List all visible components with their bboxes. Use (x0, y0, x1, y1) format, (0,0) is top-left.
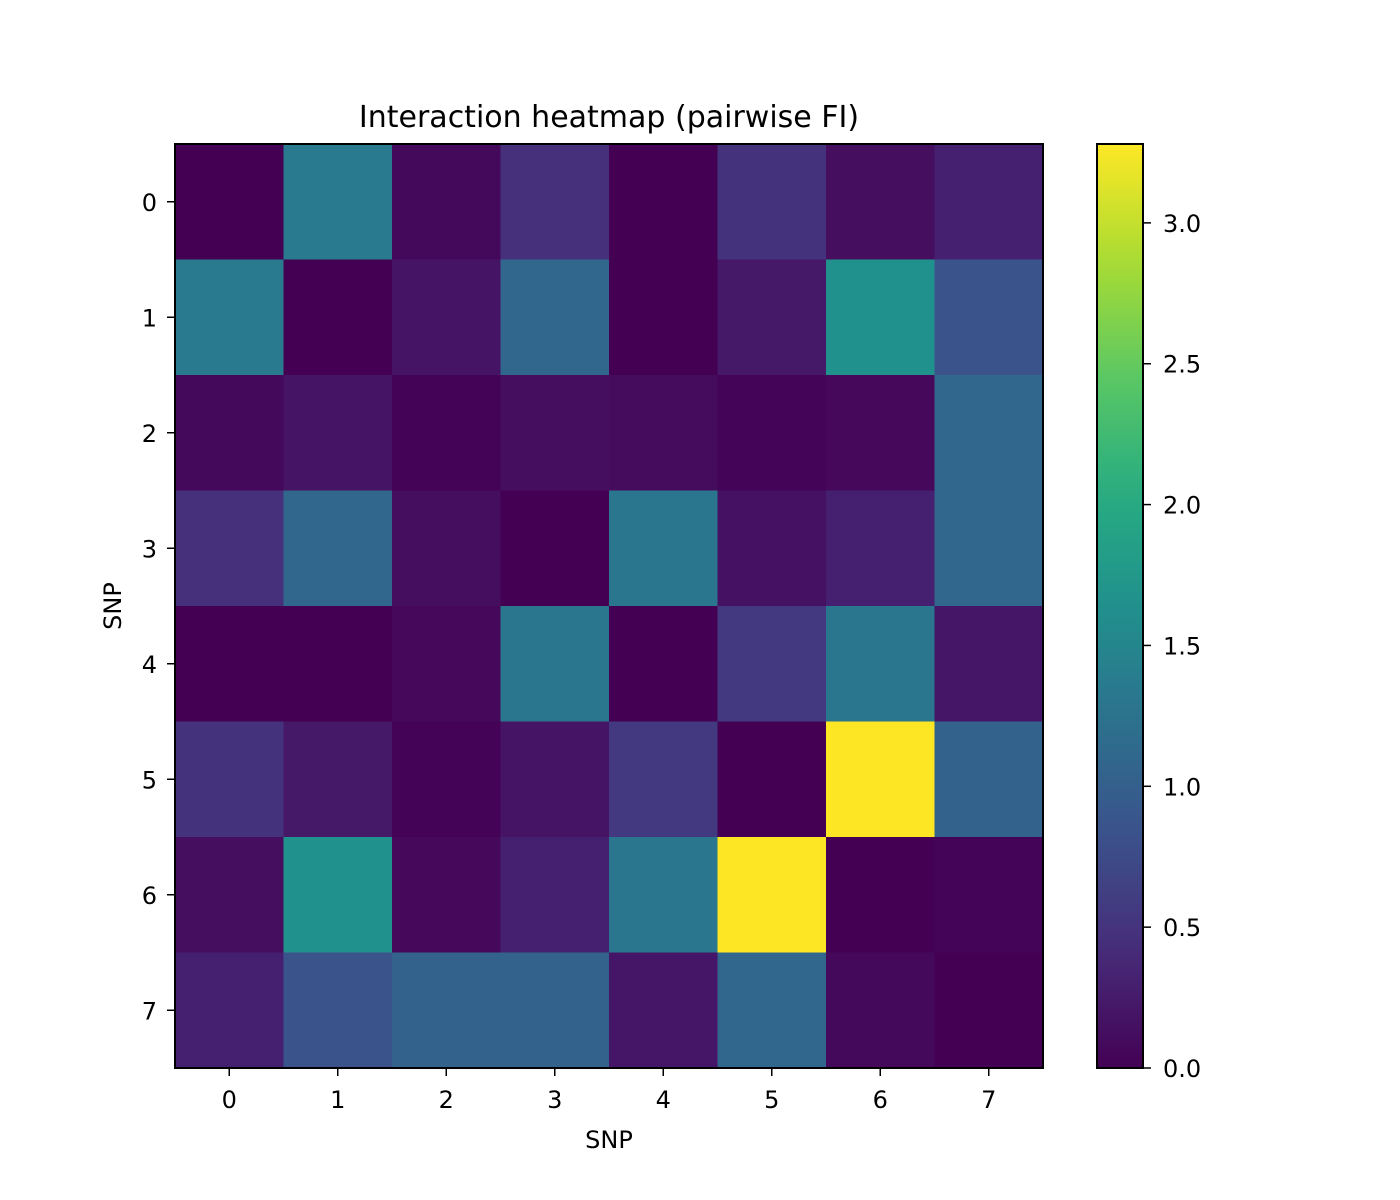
colorbar-tick-label: 3.0 (1163, 210, 1201, 238)
y-tick-label: 5 (142, 766, 157, 794)
heatmap-cell (717, 375, 827, 491)
heatmap-cell (392, 375, 501, 491)
heatmap-cell (283, 144, 393, 260)
heatmap-cell (392, 721, 501, 838)
heatmap-cell (283, 259, 393, 376)
heatmap-cell (500, 259, 610, 376)
heatmap-cell (175, 606, 284, 722)
heatmap-cell (392, 952, 501, 1069)
heatmap-cell (500, 837, 610, 953)
heatmap-cell (283, 721, 393, 838)
y-tick-label: 4 (142, 651, 157, 679)
heatmap-cell (826, 721, 935, 838)
heatmap-cell (609, 952, 718, 1069)
heatmap-cell (826, 259, 935, 376)
heatmap-cell (392, 490, 501, 607)
heatmap-cell (175, 375, 284, 491)
heatmap-cell (934, 952, 1044, 1069)
colorbar-tick-label: 2.0 (1163, 492, 1201, 520)
heatmap-cell (609, 606, 718, 722)
colorbar-tick-label: 2.5 (1163, 351, 1201, 379)
heatmap-cell (826, 490, 935, 607)
heatmap-cell (934, 490, 1044, 607)
y-axis-ticks: 0 1 2 3 4 5 6 7 (142, 189, 175, 1025)
heatmap-cell (609, 375, 718, 491)
x-tick-label: 5 (764, 1086, 779, 1114)
heatmap-cell (826, 606, 935, 722)
colorbar-tick-label: 0.5 (1163, 914, 1201, 942)
colorbar-frame (1096, 143, 1144, 1069)
heatmap-cell (717, 259, 827, 376)
x-tick-label: 2 (439, 1086, 454, 1114)
heatmap-cell (283, 952, 393, 1069)
x-axis-ticks: 0 1 2 3 4 5 6 7 (222, 1068, 996, 1114)
heatmap-cell (175, 259, 284, 376)
heatmap-cell (500, 721, 610, 838)
heatmap-cell (500, 606, 610, 722)
heatmap-cell (500, 375, 610, 491)
chart-title: Interaction heatmap (pairwise FI) (359, 100, 859, 135)
heatmap-cell (175, 490, 284, 607)
x-tick-label: 7 (981, 1086, 996, 1114)
heatmap-cell (392, 259, 501, 376)
heatmap-cell (934, 144, 1044, 260)
heatmap-cell (283, 375, 393, 491)
heatmap-cell (717, 721, 827, 838)
heatmap-cell (283, 606, 393, 722)
colorbar-tick-label: 1.5 (1163, 632, 1201, 660)
x-tick-label: 0 (222, 1086, 237, 1114)
y-tick-label: 3 (142, 535, 157, 563)
heatmap-cell (717, 144, 827, 260)
heatmap-cell (609, 490, 718, 607)
colorbar-tick-label: 0.0 (1163, 1055, 1201, 1083)
heatmap-cell (826, 952, 935, 1069)
heatmap-cell (609, 837, 718, 953)
heatmap-cell (283, 490, 393, 607)
y-tick-label: 2 (142, 420, 157, 448)
heatmap-cell (500, 490, 610, 607)
y-axis-label: SNP (99, 582, 127, 630)
heatmap-cell (175, 721, 284, 838)
colorbar-ticks: 0.0 0.5 1.0 1.5 2.0 2.5 3.0 (1143, 210, 1201, 1083)
heatmap-cell (717, 952, 827, 1069)
heatmap-cell (934, 837, 1044, 953)
y-tick-label: 1 (142, 304, 157, 332)
heatmap-cell (500, 144, 610, 260)
heatmap-cell (826, 375, 935, 491)
heatmap-cell (609, 259, 718, 376)
heatmap-cells (175, 144, 1044, 1069)
plot-frame (174, 143, 1044, 1069)
heatmap-cell (826, 144, 935, 260)
colorbar-tick-label: 1.0 (1163, 773, 1201, 801)
x-tick-label: 3 (547, 1086, 562, 1114)
x-tick-label: 1 (330, 1086, 345, 1114)
y-tick-label: 7 (142, 997, 157, 1025)
heatmap-cell (717, 490, 827, 607)
heatmap-cell (934, 721, 1044, 838)
heatmap-cell (934, 606, 1044, 722)
heatmap-cell (500, 952, 610, 1069)
heatmap-cell (175, 952, 284, 1069)
y-tick-label: 0 (142, 189, 157, 217)
heatmap-cell (934, 259, 1044, 376)
heatmap-cell (609, 144, 718, 260)
heatmap-cell (283, 837, 393, 953)
heatmap-cell (175, 144, 284, 260)
x-axis-label: SNP (585, 1126, 633, 1154)
heatmap-cell (609, 721, 718, 838)
heatmap-cell (934, 375, 1044, 491)
heatmap-cell (826, 837, 935, 953)
heatmap-cell (717, 606, 827, 722)
heatmap-cell (717, 837, 827, 953)
heatmap-cell (392, 144, 501, 260)
heatmap-cell (175, 837, 284, 953)
y-tick-label: 6 (142, 882, 157, 910)
heatmap-cell (392, 837, 501, 953)
x-tick-label: 4 (656, 1086, 671, 1114)
heatmap-cell (392, 606, 501, 722)
colorbar (1097, 144, 1143, 1068)
x-tick-label: 6 (873, 1086, 888, 1114)
